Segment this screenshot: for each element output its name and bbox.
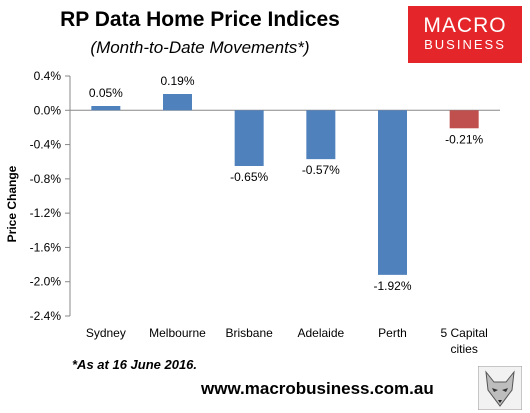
x-category-label: Brisbane [225, 326, 273, 340]
data-label: -1.92% [373, 279, 411, 293]
bar-melbourne [163, 94, 192, 111]
y-tick-label: -1.6% [30, 240, 62, 254]
y-tick-label: -0.8% [30, 172, 62, 186]
y-tick-label: -0.4% [30, 138, 62, 152]
data-label: 0.05% [89, 86, 123, 100]
y-tick-label: 0.0% [34, 103, 62, 117]
bar-brisbane [234, 110, 264, 166]
x-category-label: 5 Capital [440, 326, 487, 340]
x-category-label: Perth [378, 326, 407, 340]
x-category-label: Sydney [86, 326, 126, 340]
macrobusiness-logo: MACRO BUSINESS [408, 6, 522, 63]
logo-line-2: BUSINESS [424, 37, 506, 52]
y-tick-label: -1.2% [30, 206, 62, 220]
fox-icon [478, 366, 522, 410]
website-url[interactable]: www.macrobusiness.com.au [201, 379, 434, 398]
y-tick-label: 0.4% [34, 69, 62, 83]
y-tick-label: -2.0% [30, 275, 62, 289]
bar-adelaide [306, 110, 336, 160]
bar-5-capital-cities [449, 110, 479, 129]
x-category-label: Melbourne [149, 326, 206, 340]
data-label: -0.57% [302, 163, 340, 177]
data-label: 0.19% [160, 74, 194, 88]
bar-chart: 0.4% 0.0% -0.4% -0.8% -1.2% -1.6% -2.0% -2.4% Pr… [5, 69, 500, 356]
bar-sydney [91, 106, 121, 111]
bar-perth [378, 110, 407, 275]
x-category-label: cities [450, 342, 477, 356]
data-label: -0.21% [445, 132, 483, 146]
chart-subtitle: (Month-to-Date Movements*) [90, 38, 310, 57]
y-axis-title: Price Change [5, 165, 19, 242]
x-category-label: Adelaide [297, 326, 344, 340]
y-tick-label: -2.4% [30, 309, 62, 323]
footnote: *As at 16 June 2016. [72, 357, 198, 372]
data-label: -0.65% [230, 170, 268, 184]
logo-line-1: MACRO [423, 14, 507, 37]
chart-title: RP Data Home Price Indices [60, 8, 340, 31]
